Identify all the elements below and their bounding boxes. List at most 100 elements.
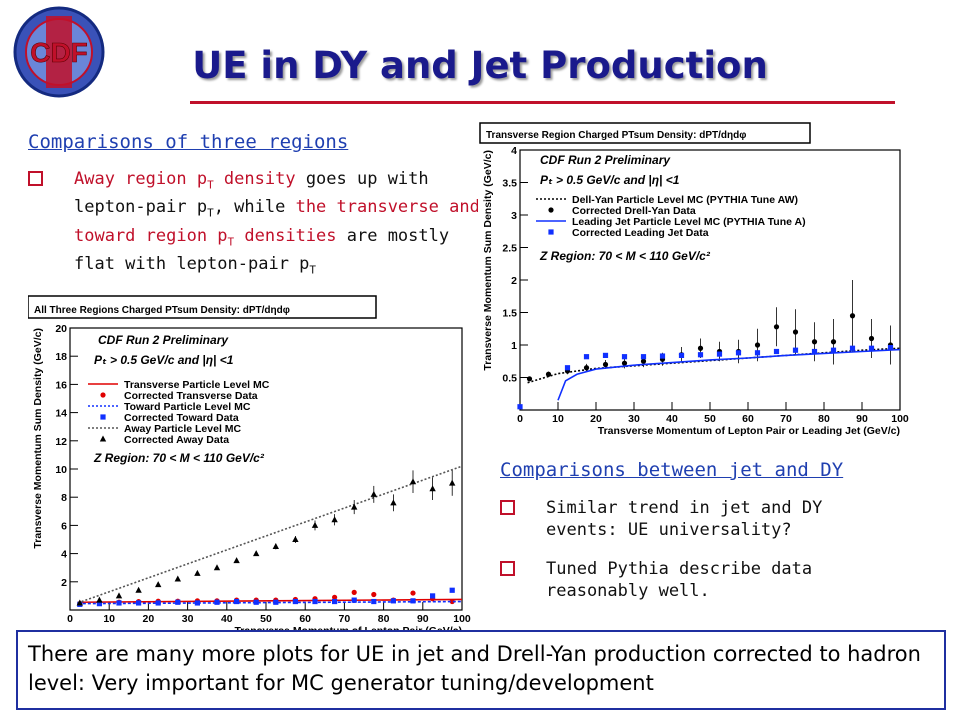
legend-label: Leading Jet Particle Level MC (PYTHIA Tu… <box>572 216 806 228</box>
data-point <box>311 521 319 528</box>
data-point <box>96 596 103 603</box>
page-title: UE in DY and Jet Production <box>192 44 768 87</box>
chart-annotation: Z Region: 70 < M < 110 GeV/c² <box>539 249 711 263</box>
y-tick-label: 1 <box>511 340 517 352</box>
legend-label: Corrected Away Data <box>124 434 229 446</box>
right-bullet-text: Similar trend in jet and DY events: UE u… <box>546 498 823 540</box>
right-bullet-2: Tuned Pythia describe data reasonably we… <box>500 558 880 604</box>
chart-transverse-region: Transverse Region Charged PTsum Density:… <box>478 120 918 440</box>
x-tick-label: 60 <box>299 613 311 625</box>
data-point <box>659 353 666 359</box>
x-tick-label: 70 <box>780 413 792 425</box>
y-tick-label: 3.5 <box>502 178 517 190</box>
plot-frame <box>69 327 463 611</box>
x-tick-label: 30 <box>182 613 194 625</box>
legend-label: Corrected Transverse Data <box>124 390 258 402</box>
x-tick-label: 40 <box>221 613 233 625</box>
data-point <box>390 499 397 506</box>
plot-frame <box>519 149 901 411</box>
x-tick-label: 90 <box>856 413 868 425</box>
data-point <box>830 347 837 353</box>
series-line <box>77 465 463 604</box>
data-point <box>887 345 894 351</box>
right-bullet-1: Similar trend in jet and DY events: UE u… <box>500 497 880 543</box>
data-point <box>621 354 628 360</box>
y-tick-label: 0.5 <box>502 373 517 385</box>
data-point <box>830 339 837 345</box>
bottom-note: There are many more plots for UE in jet … <box>16 630 946 710</box>
legend-label: Away Particle Level MC <box>124 423 242 435</box>
x-axis-label: Transverse Momentum of Lepton Pair or Le… <box>598 425 900 437</box>
right-bullet-text: Tuned Pythia describe data reasonably we… <box>546 559 813 601</box>
y-tick-label: 20 <box>55 323 67 335</box>
chart-annotation: CDF Run 2 Preliminary <box>540 153 671 167</box>
y-tick-label: 3 <box>511 210 517 222</box>
x-tick-label: 40 <box>666 413 678 425</box>
x-tick-label: 80 <box>378 613 390 625</box>
series-line <box>557 348 901 401</box>
x-tick-label: 90 <box>417 613 429 625</box>
y-tick-label: 18 <box>55 351 67 363</box>
data-point <box>370 490 377 497</box>
data-point <box>602 352 609 358</box>
legend-label: Corrected Toward Data <box>124 412 239 424</box>
data-point <box>849 345 856 351</box>
y-tick-label: 1.5 <box>502 308 517 320</box>
chart-annotation: Z Region: 70 < M < 110 GeV/c² <box>93 451 265 465</box>
data-point <box>213 564 221 571</box>
data-point <box>390 598 396 604</box>
data-point <box>792 329 799 335</box>
left-bullet: Away region pT density goes up with lept… <box>28 168 498 277</box>
data-point <box>351 597 357 603</box>
data-point <box>602 361 609 368</box>
y-tick-label: 2 <box>511 275 517 287</box>
y-tick-label: 8 <box>61 492 67 504</box>
series-line <box>77 600 463 605</box>
data-point <box>517 404 523 410</box>
data-point <box>253 599 259 605</box>
series-line <box>527 347 901 384</box>
data-point <box>849 313 856 319</box>
chart-title: All Three Regions Charged PTsum Density:… <box>34 305 290 316</box>
bullet-box-icon <box>500 561 515 576</box>
data-point <box>792 347 799 353</box>
chart-title-box <box>479 122 811 144</box>
data-point <box>371 598 377 605</box>
data-point <box>115 592 123 599</box>
data-point <box>332 594 338 600</box>
legend-label: Toward Particle Level MC <box>124 401 251 413</box>
data-point <box>773 348 780 355</box>
y-tick-label: 4 <box>61 549 67 561</box>
y-axis-label: Transverse Momentum Sum Density (GeV/c) <box>482 150 494 371</box>
y-tick-label: 6 <box>61 520 67 532</box>
legend-label: Transverse Particle Level MC <box>124 379 270 391</box>
data-point <box>312 598 318 605</box>
chart-annotation: Pₜ > 0.5 GeV/c and |η| <1 <box>540 173 680 187</box>
chart-annotation: CDF Run 2 Preliminary <box>98 333 229 347</box>
legend-label: Corrected Leading Jet Data <box>572 227 709 239</box>
y-tick-label: 2 <box>61 577 67 589</box>
data-point <box>773 324 780 330</box>
data-point <box>135 586 142 593</box>
left-section-heading: Comparisons of three regions <box>28 131 349 153</box>
series-line <box>77 598 463 604</box>
y-tick-label: 14 <box>55 408 67 420</box>
data-point <box>716 351 723 357</box>
x-tick-label: 50 <box>260 613 272 625</box>
legend-swatch <box>100 414 106 420</box>
legend-label: Corrected Drell-Yan Data <box>572 205 696 217</box>
data-point <box>116 600 122 606</box>
data-point <box>735 350 742 356</box>
x-tick-label: 100 <box>453 613 471 625</box>
data-point <box>331 516 338 523</box>
data-point <box>194 569 201 576</box>
x-tick-label: 0 <box>67 613 73 625</box>
y-tick-label: 2.5 <box>502 243 517 255</box>
data-point <box>332 598 338 605</box>
y-axis-label: Transverse Momentum Sum Density (GeV/c) <box>32 328 44 549</box>
data-point <box>811 339 818 345</box>
data-point <box>234 598 240 605</box>
x-tick-label: 100 <box>891 413 909 425</box>
x-tick-label: 70 <box>339 613 351 625</box>
chart-title: Transverse Region Charged PTsum Density:… <box>486 130 746 141</box>
